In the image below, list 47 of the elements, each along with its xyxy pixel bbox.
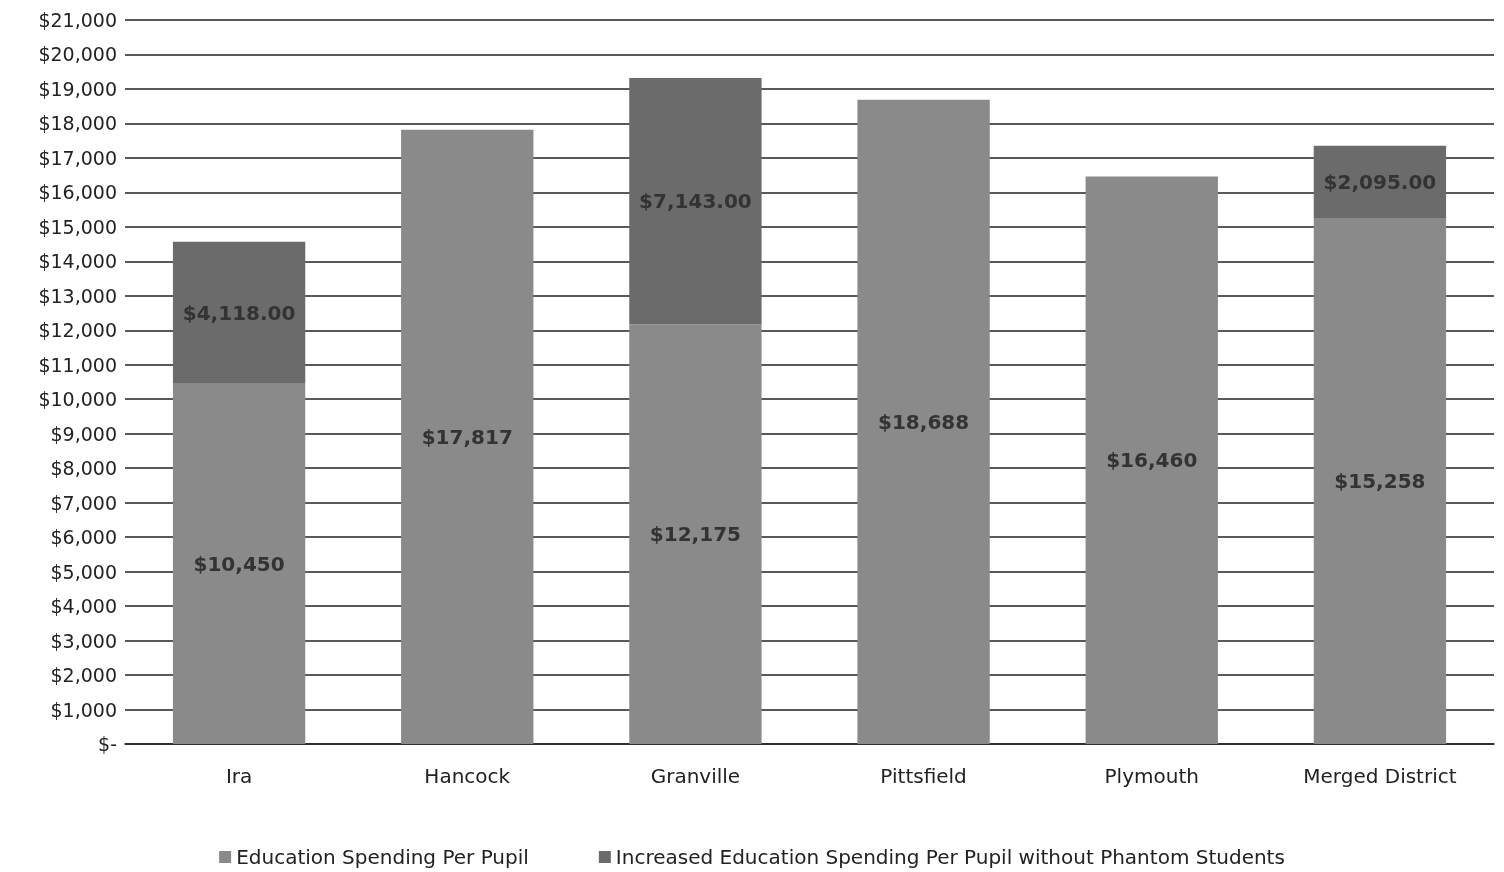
- bar: [172, 383, 306, 744]
- y-tick-label: $4,000: [50, 595, 117, 618]
- y-tick-label: $17,000: [38, 146, 117, 169]
- x-tick-label: Hancock: [424, 764, 511, 788]
- x-tick-label: Pittsfield: [880, 764, 967, 788]
- y-tick-label: $-: [98, 733, 117, 755]
- bar: [1313, 217, 1447, 744]
- legend-label: Increased Education Spending Per Pupil without Phantom Students: [615, 845, 1285, 869]
- y-tick-label: $2,000: [50, 664, 117, 687]
- bar: [1085, 176, 1218, 744]
- data-label: $10,450: [193, 551, 285, 576]
- y-tick-label: $20,000: [38, 43, 117, 66]
- data-label: $7,143.00: [639, 189, 752, 214]
- legend-label: Education Spending Per Pupil: [236, 845, 529, 869]
- data-label: $17,817: [421, 424, 513, 449]
- y-tick-label: $7,000: [50, 491, 117, 514]
- y-tick-label: $3,000: [50, 629, 117, 652]
- y-tick-label: $15,000: [38, 215, 117, 238]
- y-tick-label: $9,000: [50, 422, 117, 445]
- data-label: $4,118.00: [182, 300, 296, 325]
- y-tick-label: $10,000: [38, 388, 117, 411]
- y-tick-label: $18,000: [38, 112, 117, 135]
- data-label: $15,258: [1334, 468, 1426, 493]
- y-tick-label: $14,000: [38, 250, 117, 273]
- y-tick-label: $19,000: [38, 77, 117, 100]
- y-tick-label: $13,000: [38, 284, 117, 307]
- y-tick-label: $8,000: [50, 457, 117, 480]
- y-tick-label: $6,000: [50, 526, 117, 549]
- data-label: $2,095.00: [1323, 169, 1437, 194]
- y-tick-label: $5,000: [50, 560, 117, 583]
- y-tick-label: $11,000: [38, 353, 117, 376]
- x-tick-label: Granville: [650, 764, 741, 788]
- data-label: $12,175: [649, 522, 741, 547]
- bar: [629, 77, 762, 325]
- y-tick-label: $16,000: [38, 181, 117, 204]
- bar: [857, 99, 990, 744]
- x-tick-label: Ira: [225, 764, 253, 788]
- y-tick-label: $1,000: [50, 698, 117, 721]
- bar: [401, 129, 534, 744]
- data-label: $18,688: [878, 409, 970, 434]
- bar: [172, 241, 306, 384]
- data-label: $16,460: [1106, 448, 1198, 473]
- y-tick-label: $12,000: [38, 319, 117, 342]
- x-tick-label: Merged District: [1303, 764, 1457, 788]
- bar: [629, 324, 762, 744]
- y-tick-label: $21,000: [38, 9, 117, 31]
- x-tick-label: Plymouth: [1104, 764, 1199, 788]
